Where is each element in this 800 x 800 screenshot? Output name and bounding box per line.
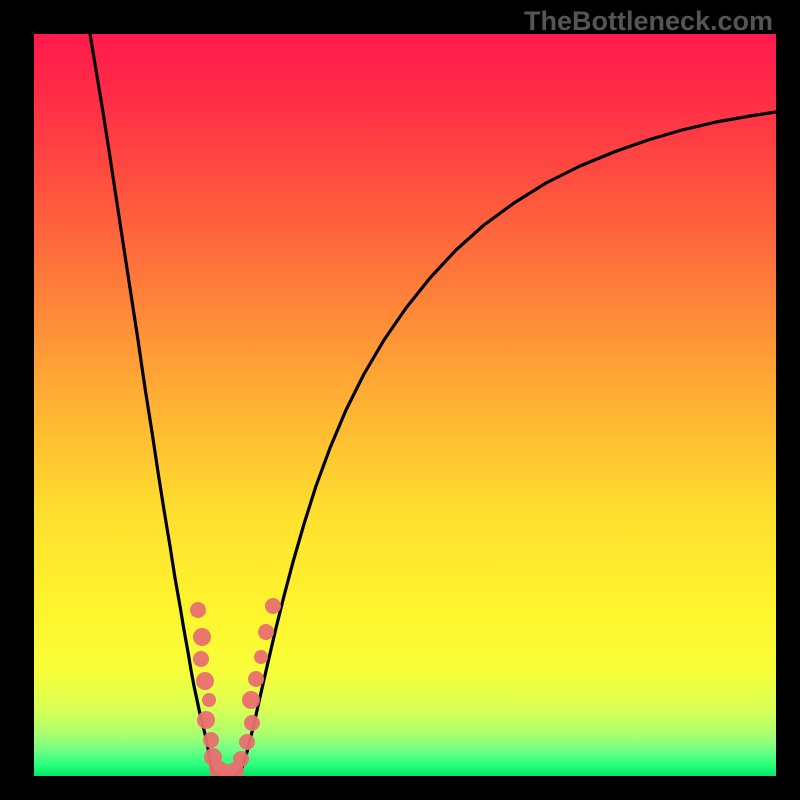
marker-point (193, 628, 211, 646)
marker-point (196, 672, 214, 690)
marker-point (254, 650, 268, 664)
marker-point (258, 624, 274, 640)
marker-point (242, 691, 260, 709)
marker-point (190, 602, 206, 618)
marker-point (244, 715, 260, 731)
marker-point (202, 693, 216, 707)
watermark-text: TheBottleneck.com (524, 6, 773, 37)
curves-layer (34, 34, 776, 776)
plot-area (34, 34, 776, 776)
curve-right-branch (240, 112, 776, 772)
marker-point (193, 651, 209, 667)
marker-point (248, 671, 264, 687)
marker-point (239, 734, 255, 750)
marker-point (265, 598, 281, 614)
marker-point (233, 751, 249, 767)
marker-point (203, 732, 219, 748)
marker-point (197, 711, 215, 729)
chart-container: TheBottleneck.com (0, 0, 800, 800)
markers-group (190, 598, 281, 776)
